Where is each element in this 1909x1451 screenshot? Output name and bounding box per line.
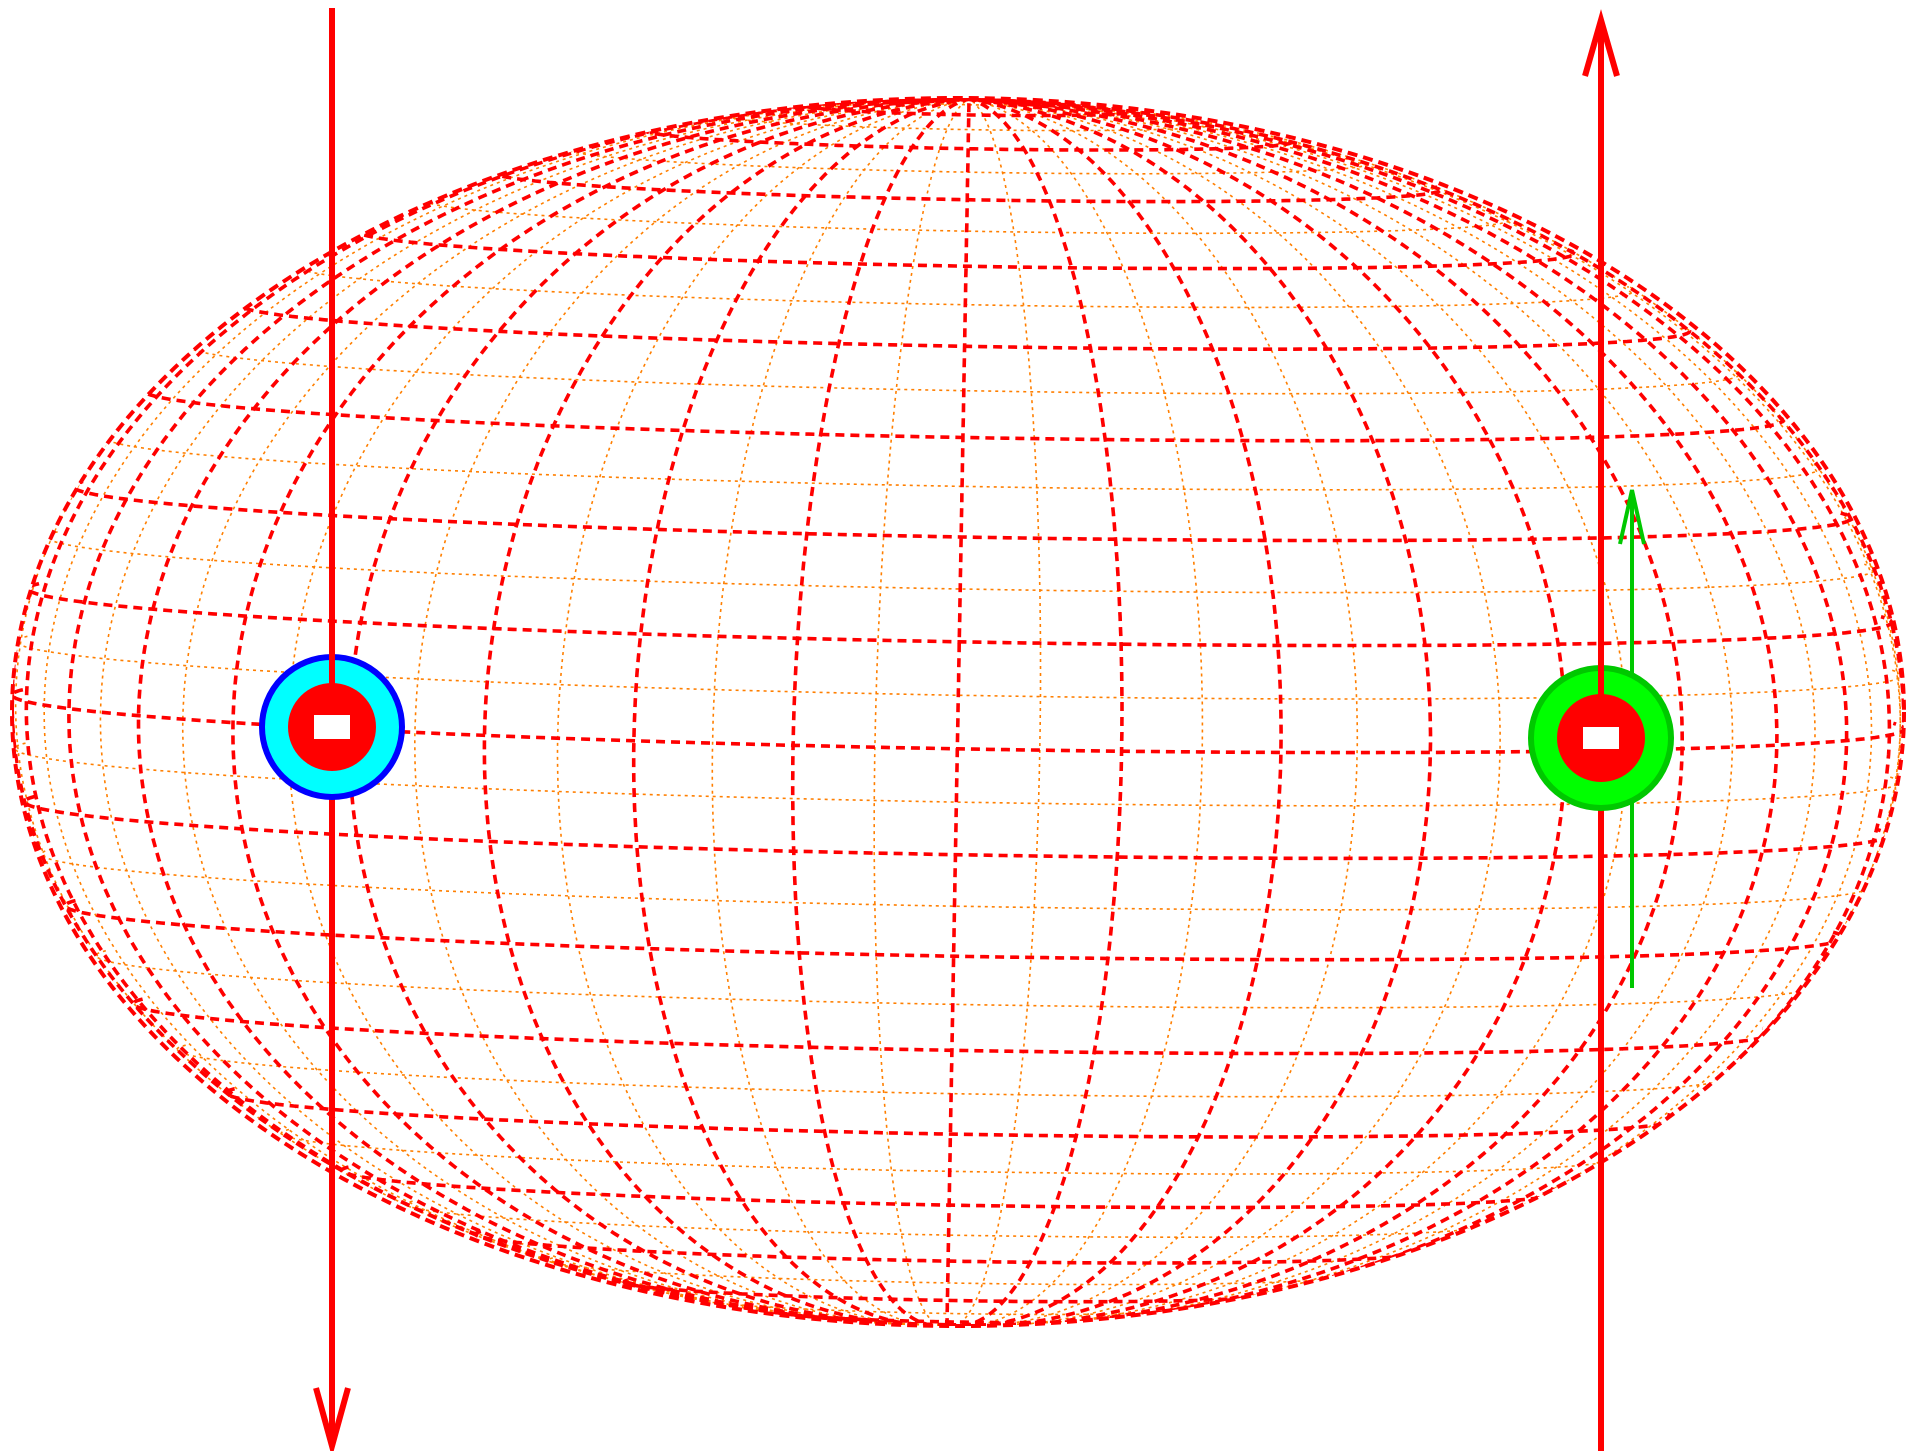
grid-line	[946, 98, 1433, 1326]
grid-line	[71, 479, 1853, 543]
grid-line	[63, 898, 1845, 962]
grid-line	[946, 98, 1902, 1326]
grid-line	[946, 98, 1501, 1326]
grid-line	[14, 98, 970, 1326]
grid-line	[631, 98, 970, 1326]
grid-line	[43, 98, 969, 1326]
left-charge-sign: −	[319, 711, 344, 746]
right-charge: −	[1528, 665, 1674, 811]
minus-sign-icon	[1583, 727, 1619, 749]
minus-sign-icon	[314, 715, 350, 739]
grid-line	[13, 742, 1901, 807]
grid-line	[873, 98, 970, 1326]
grid-line	[405, 1200, 1493, 1238]
grid-line	[26, 581, 1894, 648]
grid-line	[423, 196, 1511, 235]
grid-line	[347, 98, 970, 1326]
left-arrowhead	[313, 1387, 351, 1451]
grid-line	[946, 98, 1042, 1326]
grid-line	[67, 98, 969, 1326]
right-charge-sign: −	[1588, 722, 1613, 757]
left-charge: −	[259, 654, 405, 800]
grid-line	[643, 126, 1294, 152]
grid-line	[99, 98, 970, 1326]
grid-line	[15, 635, 1903, 700]
grid-line	[945, 99, 971, 1326]
grid-line	[24, 98, 970, 1326]
grid-line	[12, 98, 970, 1326]
sphere-outline	[10, 96, 1906, 1328]
grid-line	[946, 98, 1892, 1326]
grid-line	[946, 98, 1849, 1326]
grid-line	[946, 98, 1359, 1326]
grid-line	[356, 226, 1577, 271]
grid-line	[556, 98, 970, 1326]
right-arrowhead	[1582, 9, 1620, 77]
grid-line	[946, 98, 1901, 1326]
grid-line	[946, 98, 1685, 1326]
grid-line	[946, 98, 1904, 1326]
grid-line	[238, 299, 1692, 351]
grid-line	[231, 98, 970, 1326]
grid-line	[946, 98, 1568, 1326]
grid-line	[790, 98, 970, 1326]
grid-line	[104, 432, 1821, 491]
grid-line	[224, 1087, 1678, 1139]
grid-line	[946, 98, 1816, 1326]
grid-line	[946, 98, 1628, 1326]
grid-line	[711, 98, 970, 1326]
grid-line	[95, 949, 1812, 1009]
grid-line	[482, 98, 970, 1326]
grid-line	[946, 98, 1124, 1326]
velocity-arrowhead	[1618, 489, 1646, 545]
grid-line	[946, 98, 1734, 1326]
grid-line	[946, 98, 1283, 1326]
